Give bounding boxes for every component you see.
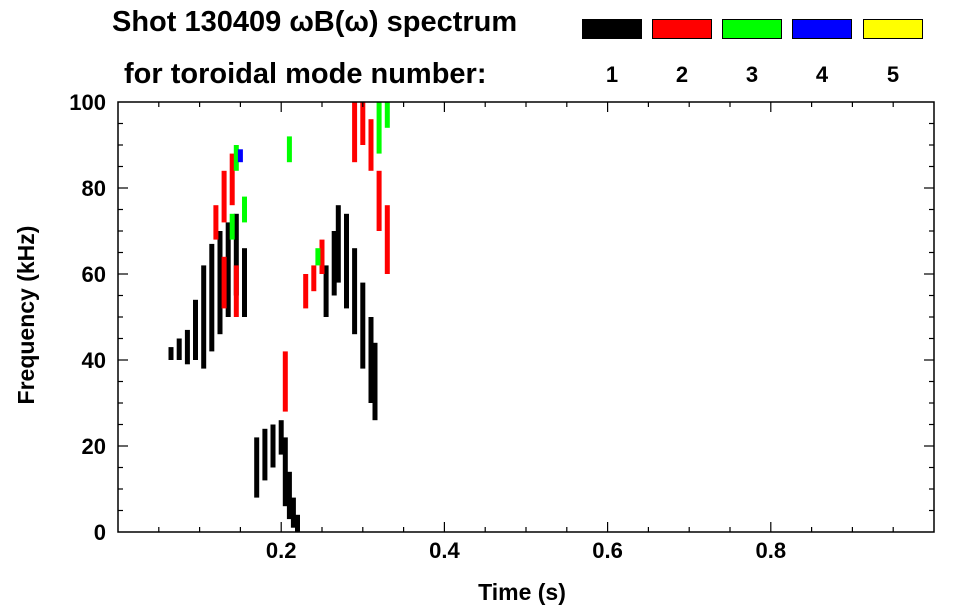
mode-3-spectrum-mark: [233, 145, 239, 171]
mode-1-spectrum-mark: [184, 329, 190, 365]
mode-3-spectrum-mark: [286, 136, 292, 163]
mode-1-spectrum-mark: [352, 248, 358, 335]
mode-1-spectrum-mark: [254, 437, 260, 498]
mode-1-spectrum-mark: [323, 265, 329, 317]
mode-1-spectrum-mark: [331, 231, 337, 296]
mode-3-spectrum-mark: [384, 102, 390, 128]
legend-swatch-mode-2: [652, 19, 712, 39]
mode-3-spectrum-mark: [376, 102, 382, 154]
legend-label-mode-4: 4: [815, 62, 829, 87]
axis-labels: 0.2 0.4 0.6 0.8 0 20 40 60 80 100: [69, 90, 786, 563]
x-axis-title: Time (s): [478, 579, 566, 605]
mode-1-spectrum-mark: [290, 497, 296, 528]
y-axis-title: Frequency (kHz): [13, 226, 39, 405]
mode-2-spectrum-mark: [213, 205, 219, 240]
x-tick-label: 0.2: [266, 538, 297, 563]
y-tick-label: 100: [69, 90, 106, 115]
mode-1-spectrum-mark: [295, 514, 300, 532]
mode-1-spectrum-mark: [201, 265, 207, 369]
mode-2-spectrum-mark: [360, 102, 366, 145]
legend-label-mode-1: 1: [605, 62, 619, 87]
legend-label-mode-5: 5: [886, 62, 900, 87]
mode-4-spectrum-mark: [237, 149, 243, 163]
mode-2-spectrum-mark: [384, 205, 390, 274]
mode-2-spectrum-mark: [376, 170, 382, 231]
mode-2-spectrum-mark: [233, 265, 239, 317]
spectrum-data: [168, 102, 390, 532]
mode-2-spectrum-mark: [221, 256, 227, 309]
mode-1-spectrum-mark: [242, 248, 247, 317]
legend-swatch-mode-5: [863, 19, 923, 39]
mode-2-spectrum-mark: [319, 239, 325, 274]
mode-1-spectrum-mark: [217, 231, 223, 335]
mode-2-spectrum-mark: [368, 119, 374, 171]
legend-label-mode-3: 3: [745, 62, 759, 87]
mode-1-spectrum-mark: [372, 342, 378, 421]
mode-2-spectrum-mark: [311, 265, 317, 292]
x-tick-label: 0.4: [429, 538, 460, 563]
mode-1-spectrum-mark: [233, 213, 239, 296]
mode-1-spectrum-mark: [344, 213, 349, 309]
mode-2-spectrum-mark: [221, 170, 227, 223]
mode-1-spectrum-mark: [335, 205, 341, 283]
mode-1-spectrum-mark: [168, 347, 174, 360]
chart-subtitle: for toroidal mode number:: [124, 58, 487, 90]
mode-3-spectrum-mark: [229, 213, 235, 240]
mode-2-spectrum-mark: [229, 153, 235, 206]
legend-swatch-mode-4: [792, 19, 852, 39]
mode-2-spectrum-mark: [303, 274, 309, 309]
legend-swatch-mode-1: [582, 19, 642, 39]
x-tick-label: 0.6: [592, 538, 623, 563]
mode-1-spectrum-mark: [368, 317, 374, 403]
legend-label-mode-2: 2: [675, 62, 689, 87]
x-tick-label: 0.8: [756, 538, 787, 563]
y-tick-label: 60: [82, 262, 106, 287]
mode-3-spectrum-mark: [242, 196, 247, 223]
y-tick-label: 0: [94, 520, 106, 545]
mode-2-spectrum-mark: [352, 102, 358, 163]
mode-1-spectrum-mark: [360, 282, 366, 369]
axis-ticks: [118, 102, 934, 532]
mode-1-spectrum-mark: [176, 338, 182, 360]
y-tick-label: 80: [82, 176, 106, 201]
mode-1-spectrum-mark: [225, 222, 231, 317]
legend-swatch-mode-3: [722, 19, 782, 39]
mode-1-spectrum-mark: [278, 420, 284, 455]
mode-2-spectrum-mark: [282, 351, 288, 412]
mode-1-spectrum-mark: [209, 243, 215, 352]
mode-1-spectrum-mark: [262, 428, 268, 481]
mode-3-spectrum-mark: [315, 248, 321, 266]
chart-title: Shot 130409 ωB(ω) spectrum: [112, 6, 518, 38]
mode-1-spectrum-mark: [270, 424, 276, 468]
mode-1-spectrum-mark: [282, 437, 288, 507]
plot-frame: [117, 101, 935, 533]
y-tick-label: 20: [82, 434, 106, 459]
y-tick-label: 40: [82, 348, 106, 373]
mode-1-spectrum-mark: [193, 299, 198, 360]
mode-1-spectrum-mark: [286, 471, 292, 520]
